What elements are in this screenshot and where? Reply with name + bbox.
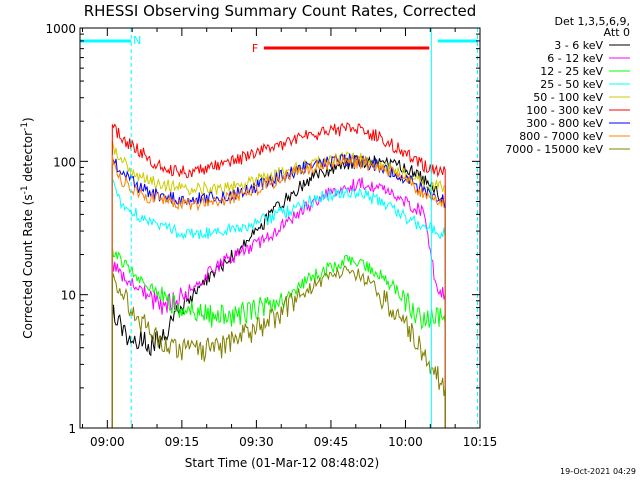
x-tick-label-2: 09:30 bbox=[239, 435, 274, 449]
legend-label-6: 300 - 800 keV bbox=[526, 117, 603, 130]
x-tick-label-0: 09:00 bbox=[90, 435, 125, 449]
series-line-0 bbox=[111, 155, 446, 428]
annotation-layer: NF bbox=[80, 28, 479, 428]
legend-label-3: 25 - 50 keV bbox=[540, 78, 603, 91]
x-tick-label-5: 10:15 bbox=[463, 435, 498, 449]
x-tick-label-1: 09:15 bbox=[165, 435, 200, 449]
series-layer bbox=[111, 122, 446, 428]
legend-label-2: 12 - 25 keV bbox=[540, 65, 603, 78]
y-tick-label-1: 10 bbox=[61, 289, 76, 303]
legend-label-8: 7000 - 15000 keV bbox=[505, 143, 603, 156]
timestamp: 19-Oct-2021 04:29 bbox=[560, 467, 636, 476]
chart-title: RHESSI Observing Summary Count Rates, Co… bbox=[84, 2, 477, 20]
plot-frame bbox=[79, 27, 481, 429]
x-tick-label-3: 09:45 bbox=[314, 435, 349, 449]
series-line-2 bbox=[111, 246, 446, 428]
legend-label-5: 100 - 300 keV bbox=[526, 104, 603, 117]
x-tick-label-4: 10:00 bbox=[388, 435, 423, 449]
legend-label-1: 6 - 12 keV bbox=[547, 52, 603, 65]
y-tick-label-2: 100 bbox=[53, 155, 76, 169]
flare-label: F bbox=[252, 42, 258, 55]
y-axis-label: Corrected Count Rate (s-1 detector-1) bbox=[20, 117, 35, 338]
ticks-layer: 09:00 09:15 09:30 09:45 10:00 10:15 1 10 100 1000 bbox=[45, 22, 497, 449]
series-line-5 bbox=[111, 122, 446, 428]
legend-label-0: 3 - 6 keV bbox=[554, 39, 603, 52]
legend-label-4: 50 - 100 keV bbox=[533, 91, 603, 104]
y-tick-label-3: 1000 bbox=[45, 22, 76, 36]
legend-label-7: 800 - 7000 keV bbox=[519, 130, 603, 143]
series-line-3 bbox=[111, 179, 446, 428]
series-line-7 bbox=[111, 154, 446, 428]
series-line-8 bbox=[111, 265, 446, 428]
night-label: N bbox=[133, 34, 141, 47]
x-axis-label: Start Time (01-Mar-12 08:48:02) bbox=[185, 456, 379, 470]
series-line-1 bbox=[111, 177, 446, 428]
y-tick-label-0: 1 bbox=[68, 422, 76, 436]
legend-header-attenuator: Att 0 bbox=[604, 26, 630, 39]
legend-header-detectors: Det 1,3,5,6,9, bbox=[554, 15, 630, 28]
